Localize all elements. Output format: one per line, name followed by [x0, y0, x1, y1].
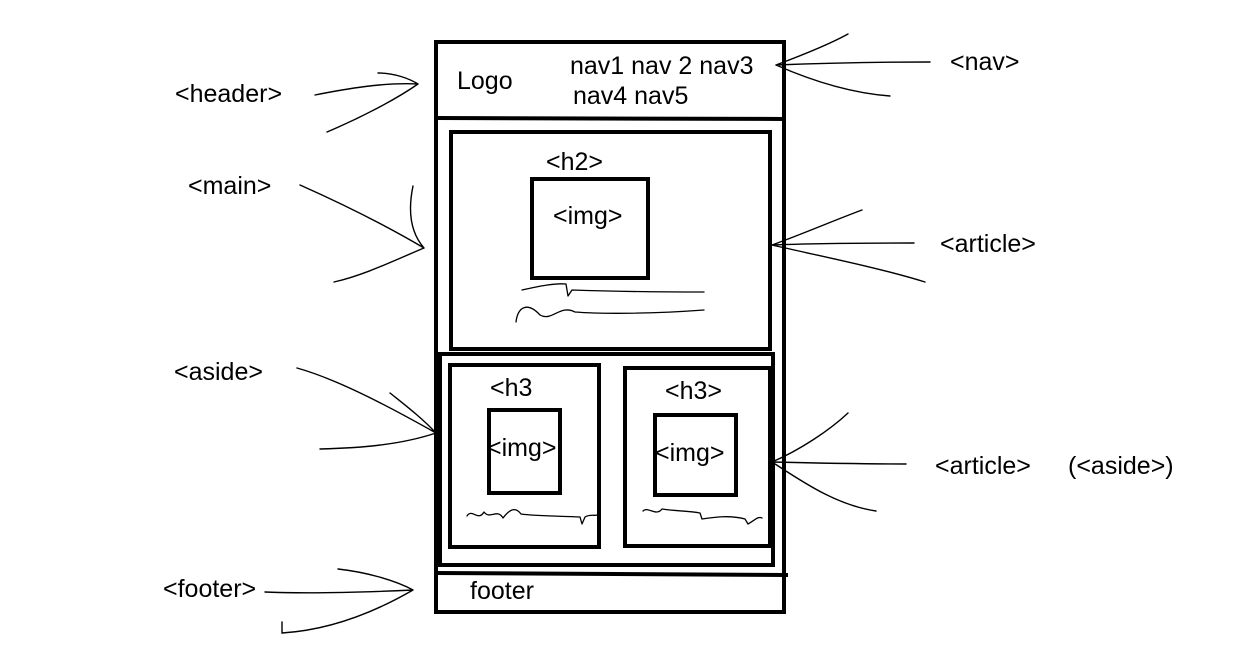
main-article-image-box — [530, 177, 650, 280]
main-callout: <main> — [188, 172, 425, 283]
header-section: Logo nav1 nav 2 nav3 nav4 nav5 — [435, 52, 787, 121]
side-article-2-outline — [623, 366, 772, 548]
nav-arrow — [775, 33, 931, 97]
nav-items-line-2: nav4 nav5 — [573, 82, 688, 110]
header-arrow — [314, 72, 419, 133]
aside-arrow — [296, 367, 437, 450]
side-article-1-image-label: <img> — [487, 434, 556, 462]
article-arrow — [771, 209, 926, 283]
side-article-callout: <article> (<aside>) — [771, 412, 1174, 512]
side-article-1-heading: <h3 — [490, 374, 532, 402]
aside-callout-label: <aside> — [174, 358, 263, 386]
header-callout-label: <header> — [175, 80, 282, 108]
side-article-1-outline — [448, 363, 601, 549]
side-article-callout-note: (<aside>) — [1068, 452, 1174, 480]
main-callout-label: <main> — [188, 172, 271, 200]
side-article-1-image-box — [487, 408, 562, 495]
side-article-2: <h3> <img> — [623, 366, 772, 548]
aside-callout: <aside> — [174, 358, 437, 450]
aside-section: <h3 <img> <h3> <img> — [438, 352, 775, 567]
side-article-2-heading: <h3> — [665, 377, 722, 405]
footer-section: footer — [435, 571, 789, 605]
side-article-2-image-box — [653, 413, 738, 497]
main-arrow — [299, 184, 425, 283]
side-article-1-text-scribble — [466, 508, 598, 525]
logo-label: Logo — [457, 67, 513, 95]
article-callout: <article> — [771, 209, 1036, 283]
main-article-image-label: <img> — [553, 202, 622, 230]
side-article-1: <h3 <img> — [448, 363, 601, 549]
footer-callout-label: <footer> — [163, 575, 256, 603]
nav-callout: <nav> — [775, 33, 1020, 97]
main-article-text-scribble-1 — [521, 283, 705, 297]
footer-label: footer — [470, 577, 534, 605]
page-wireframe: Logo nav1 nav 2 nav3 nav4 nav5 <h2> <img… — [434, 40, 789, 614]
aside-outline — [438, 352, 775, 567]
article-callout-label: <article> — [940, 230, 1036, 258]
page-outline — [434, 40, 786, 614]
main-article-box: <h2> <img> — [449, 130, 772, 351]
nav-callout-label: <nav> — [950, 48, 1020, 76]
side-article-2-image-label: <img> — [655, 439, 724, 467]
header-divider — [435, 116, 787, 121]
side-article-2-text-scribble — [642, 508, 763, 525]
side-article-callout-label: <article> — [935, 452, 1031, 480]
main-article-text-scribble-2 — [515, 306, 705, 323]
main-article-heading: <h2> — [546, 148, 603, 176]
main-article-outline — [449, 130, 772, 351]
footer-arrow — [264, 568, 414, 634]
side-article-arrow — [771, 412, 907, 512]
nav-items-line-1: nav1 nav 2 nav3 — [570, 52, 753, 80]
header-callout: <header> — [175, 72, 419, 133]
footer-callout: <footer> — [163, 568, 414, 634]
footer-divider — [435, 571, 789, 577]
